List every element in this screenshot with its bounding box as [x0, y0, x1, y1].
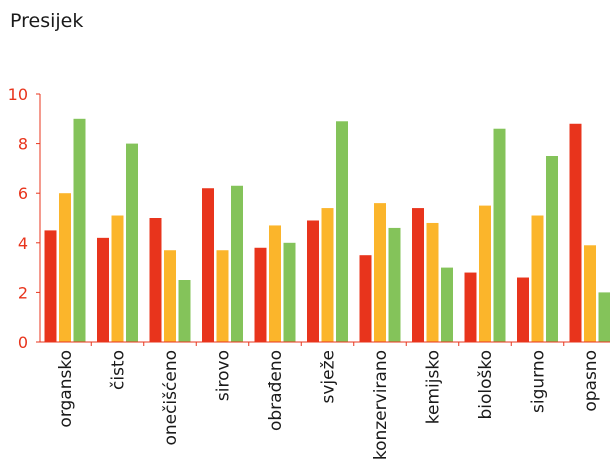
x-tick-label-9: sigurno: [529, 350, 549, 413]
y-tick-label: 6: [18, 184, 28, 203]
axes-group: [36, 93, 610, 346]
bar-kemijsko-s1: [412, 208, 424, 342]
bar-biološko-s1: [464, 272, 477, 342]
bar-konzervirano-s3: [388, 227, 401, 342]
bar-biološko-s3: [493, 128, 506, 342]
x-tick-label-10: opasno: [581, 350, 601, 412]
bar-konzervirano-s2: [374, 203, 386, 342]
x-tick-label-3: sirovo: [214, 350, 234, 401]
bar-opasno-s2: [584, 245, 596, 342]
bar-sigurno-s1: [517, 277, 529, 342]
bar-kemijsko-s2: [426, 222, 439, 342]
bar-biološko-s2: [479, 205, 491, 342]
bar-svježe-s1: [307, 220, 319, 342]
bar-svježe-s2: [321, 208, 334, 342]
bar-onečišćeno-s1: [149, 218, 162, 342]
chart-title: Presijek: [10, 10, 84, 32]
bar-sirovo-s3: [231, 185, 243, 342]
bar-čisto-s2: [111, 215, 124, 342]
x-tick-label-4: obrađeno: [266, 350, 286, 431]
bar-sigurno-s3: [546, 156, 558, 342]
y-tick-labels: 0 2 4 6 8 10: [8, 85, 28, 352]
bar-organsko-s3: [73, 118, 86, 342]
bar-opasno-s3: [598, 292, 610, 342]
y-tick-label: 2: [18, 283, 28, 302]
x-tick-label-7: kemijsko: [424, 350, 444, 424]
y-tick-label: 10: [8, 85, 28, 104]
bar-sirovo-s1: [202, 188, 214, 342]
bar-obrađeno-s3: [283, 242, 296, 342]
bar-sirovo-s2: [216, 250, 229, 342]
y-tick-label: 8: [18, 135, 28, 154]
x-tick-label-5: svježe: [319, 350, 339, 403]
y-tick-label: 4: [18, 234, 28, 253]
bar-konzervirano-s1: [359, 255, 372, 342]
bar-svježe-s3: [336, 121, 348, 342]
x-tick-labels: organsko čisto onečišćeno sirovo obrađeno svj…: [56, 350, 601, 460]
bar-čisto-s3: [126, 143, 138, 342]
x-tick-label-1: čisto: [109, 350, 129, 390]
bar-obrađeno-s2: [269, 225, 281, 342]
bar-sigurno-s2: [531, 215, 544, 342]
bar-organsko-s2: [59, 193, 71, 342]
bar-organsko-s1: [44, 230, 57, 342]
bar-obrađeno-s1: [254, 247, 267, 342]
bar-onečišćeno-s2: [164, 250, 176, 342]
bar-kemijsko-s3: [441, 267, 453, 342]
bar-opasno-s1: [569, 123, 582, 342]
x-tick-label-6: konzervirano: [371, 350, 391, 460]
x-tick-label-2: onečišćeno: [161, 350, 181, 446]
bars-group: [44, 118, 610, 342]
bar-onečišćeno-s3: [178, 280, 191, 342]
x-tick-label-8: biološko: [476, 350, 496, 420]
bar-čisto-s1: [97, 237, 109, 342]
x-tick-label-0: organsko: [56, 350, 76, 428]
y-tick-label: 0: [18, 333, 28, 352]
